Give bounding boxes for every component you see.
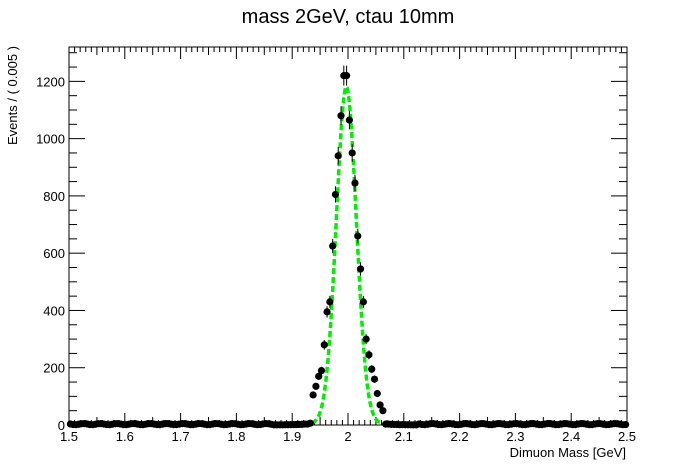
data-point bbox=[376, 401, 384, 409]
data-point bbox=[348, 149, 356, 157]
data-point bbox=[622, 420, 630, 429]
y-tick-label: 0 bbox=[58, 418, 65, 433]
x-tick-label: 2 bbox=[344, 429, 351, 444]
y-axis-title: Events / ( 0.005 ) bbox=[5, 46, 20, 145]
data-point bbox=[351, 179, 359, 187]
x-axis-title: Dimuon Mass [GeV] bbox=[510, 445, 626, 460]
data-point bbox=[359, 298, 367, 306]
data-point bbox=[345, 116, 353, 124]
data-point bbox=[315, 372, 323, 380]
y-tick-label: 400 bbox=[43, 303, 65, 318]
data-point bbox=[362, 335, 370, 343]
data-point bbox=[331, 190, 340, 199]
data-point bbox=[368, 365, 376, 373]
data-point bbox=[354, 232, 362, 240]
data-point bbox=[326, 298, 334, 306]
data-point bbox=[343, 72, 351, 80]
y-tick-label: 1000 bbox=[36, 132, 65, 147]
x-tick-label: 1.8 bbox=[227, 429, 245, 444]
x-tick-label: 1.9 bbox=[283, 429, 301, 444]
chart-title: mass 2GeV, ctau 10mm bbox=[242, 6, 455, 28]
data-point bbox=[320, 341, 328, 349]
x-tick-label: 2.5 bbox=[618, 429, 636, 444]
data-point bbox=[379, 407, 387, 415]
plot-frame bbox=[68, 46, 628, 426]
data-point bbox=[373, 389, 381, 398]
y-tick-label: 1200 bbox=[36, 74, 65, 89]
x-tick-label: 2.4 bbox=[562, 429, 580, 444]
data-point bbox=[334, 152, 342, 160]
data-point bbox=[323, 308, 331, 316]
data-point bbox=[356, 265, 365, 273]
data-point bbox=[306, 419, 314, 427]
y-tick-label: 800 bbox=[43, 189, 65, 204]
data-point bbox=[365, 351, 373, 359]
data-point bbox=[329, 242, 337, 250]
x-tick-label: 2.1 bbox=[395, 429, 413, 444]
y-tick-label: 600 bbox=[43, 246, 65, 261]
fit-curve bbox=[69, 83, 627, 427]
data-point bbox=[370, 375, 379, 383]
y-tick-label: 200 bbox=[43, 361, 65, 376]
fit-curve-line bbox=[69, 83, 627, 427]
x-tick-label: 1.6 bbox=[116, 429, 134, 444]
x-tick-label: 2.2 bbox=[451, 429, 469, 444]
data-point bbox=[309, 391, 317, 399]
data-point bbox=[317, 366, 326, 375]
plot-area bbox=[68, 46, 628, 426]
data-point bbox=[312, 382, 320, 390]
x-tick-label: 1.7 bbox=[172, 429, 190, 444]
data-point bbox=[337, 112, 345, 120]
data-points bbox=[66, 65, 630, 429]
x-tick-label: 1.5 bbox=[60, 429, 78, 444]
x-tick-label: 2.3 bbox=[506, 429, 524, 444]
